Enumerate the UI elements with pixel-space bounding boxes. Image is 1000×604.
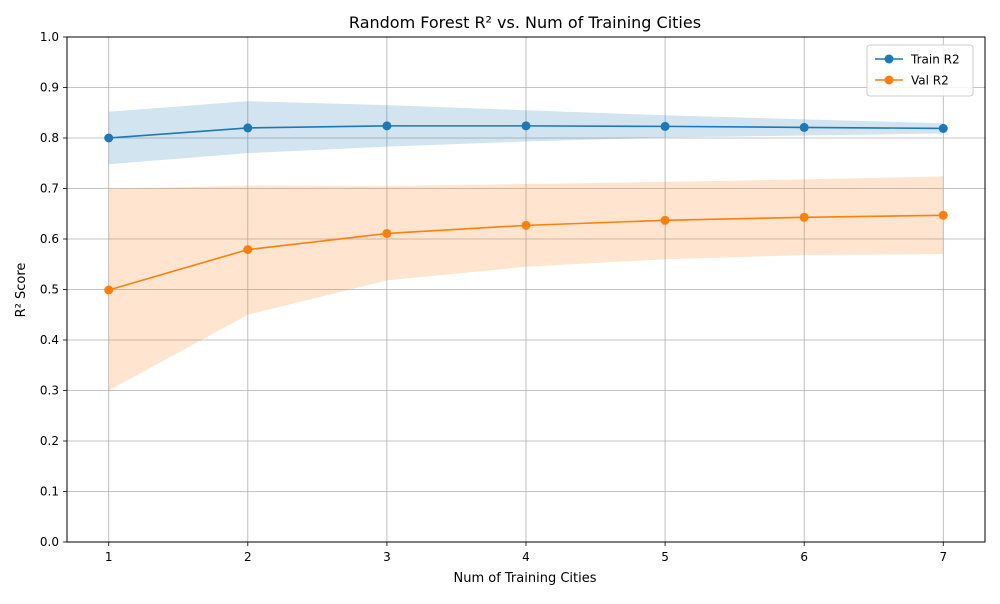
x-tick-label: 6 — [800, 550, 808, 564]
legend-label-train-r2: Train R2 — [910, 53, 960, 67]
legend-marker-train-r2 — [884, 54, 894, 64]
y-tick-label: 0.3 — [40, 384, 59, 398]
train-r2-point — [799, 122, 809, 132]
legend: Train R2 Val R2 — [866, 44, 974, 97]
train-r2-point — [938, 123, 948, 133]
legend-box — [866, 44, 974, 97]
series-markers — [104, 121, 948, 295]
x-tick-label: 1 — [105, 550, 113, 564]
y-axis-label: R² Score — [14, 263, 29, 318]
y-tick-label: 0.4 — [40, 333, 59, 347]
y-tick-label: 0.5 — [40, 283, 59, 297]
val-r2-point — [799, 212, 809, 222]
val-r2-point — [660, 215, 670, 225]
y-axis-ticks: 0.0 0.1 0.2 0.3 0.4 0.5 0.6 0.7 0.8 0.9 1.0 — [40, 30, 67, 549]
y-tick-label: 0.1 — [40, 485, 59, 499]
val-r2-point — [104, 285, 114, 295]
x-tick-label: 7 — [939, 550, 947, 564]
legend-label-val-r2: Val R2 — [911, 74, 949, 88]
train-r2-point — [382, 121, 392, 131]
chart-title: Random Forest R² vs. Num of Training Cit… — [349, 13, 701, 32]
legend-marker-val-r2 — [884, 75, 894, 85]
x-tick-label: 5 — [661, 550, 669, 564]
y-tick-label: 0.6 — [40, 232, 59, 246]
x-tick-label: 4 — [522, 550, 530, 564]
y-tick-label: 0.0 — [40, 535, 59, 549]
train-r2-point — [104, 133, 114, 143]
x-tick-label: 2 — [244, 550, 252, 564]
x-tick-label: 3 — [383, 550, 391, 564]
x-axis-label: Num of Training Cities — [453, 571, 596, 586]
y-tick-label: 1.0 — [40, 30, 59, 44]
train-r2-confidence-band — [108, 101, 944, 165]
train-r2-point — [243, 123, 253, 133]
y-tick-label: 0.9 — [40, 81, 59, 95]
train-r2-point — [521, 121, 531, 131]
val-r2-point — [521, 220, 531, 230]
y-tick-label: 0.8 — [40, 131, 59, 145]
val-r2-point — [938, 210, 948, 220]
x-axis-ticks: 1 2 3 4 5 6 7 — [105, 542, 947, 564]
train-r2-point — [660, 121, 670, 131]
y-tick-label: 0.7 — [40, 182, 59, 196]
val-r2-point — [243, 245, 253, 255]
val-r2-confidence-band — [108, 176, 944, 391]
val-r2-point — [382, 228, 392, 238]
y-tick-label: 0.2 — [40, 434, 59, 448]
confidence-bands — [108, 101, 944, 391]
